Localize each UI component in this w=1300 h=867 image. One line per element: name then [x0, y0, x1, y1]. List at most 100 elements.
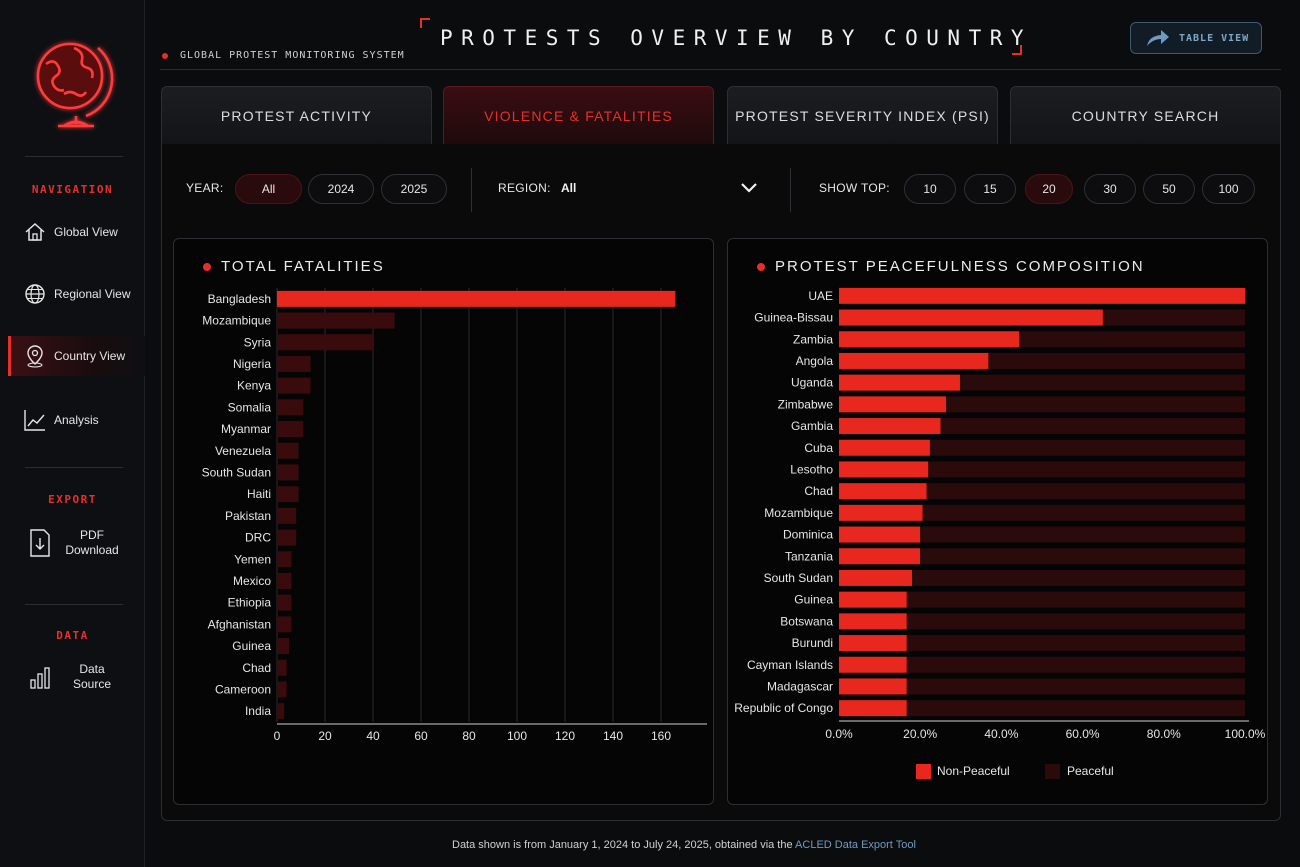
title-corner-decoration: [420, 18, 430, 28]
globe-logo-icon: [28, 24, 120, 134]
share-arrow-icon: [1147, 30, 1169, 46]
acled-link[interactable]: ACLED Data Export Tool: [795, 839, 916, 851]
region-filter-label: REGION:: [498, 181, 551, 195]
x-tick-label: 100.0%: [1225, 727, 1266, 741]
category-label: Venezuela: [215, 444, 271, 458]
tab-violence-fatalities[interactable]: VIOLENCE & FATALITIES: [443, 86, 714, 144]
category-label: Bangladesh: [208, 292, 271, 306]
show-top-option-30[interactable]: 30: [1084, 174, 1136, 204]
fatalities-bar: [277, 312, 395, 329]
non-peaceful-bar: [839, 287, 1245, 304]
export-heading: EXPORT: [48, 493, 97, 506]
peaceful-bar: [906, 591, 1245, 608]
fatalities-bar: [277, 507, 297, 524]
filter-divider: [471, 168, 472, 212]
non-peaceful-bar: [839, 569, 913, 586]
peacefulness-stacked-chart: UAE Guinea-Bissau Zambia Angola Uganda Zimbab…: [734, 287, 1266, 779]
category-label: Chad: [804, 484, 833, 498]
home-icon: [25, 222, 45, 241]
fatalities-bar: [277, 594, 292, 611]
peaceful-bar: [1102, 309, 1245, 326]
non-peaceful-bar: [839, 635, 907, 652]
year-option-2024[interactable]: 2024: [308, 174, 374, 204]
nav-item-label: Country View: [54, 349, 126, 363]
peaceful-bar: [959, 374, 1245, 391]
status-dot-icon: [162, 52, 168, 59]
peaceful-bar: [922, 504, 1245, 521]
category-label: Madagascar: [767, 679, 833, 693]
category-label: South Sudan: [764, 571, 833, 585]
show-top-option-50[interactable]: 50: [1143, 174, 1195, 204]
show-top-option-10[interactable]: 10: [904, 174, 956, 204]
peaceful-bar: [920, 548, 1245, 565]
non-peaceful-bar: [839, 591, 907, 608]
show-top-option-20[interactable]: 20: [1025, 174, 1073, 204]
peaceful-bar: [926, 483, 1245, 500]
fatalities-bar: [277, 616, 292, 633]
pdf-download-button[interactable]: PDF Download: [0, 528, 145, 558]
nav-item-country-view[interactable]: Country View: [8, 336, 145, 376]
fatalities-bar: [277, 377, 311, 394]
sidebar-divider: [25, 467, 123, 468]
fatalities-bar: [277, 355, 311, 372]
nav-item-regional-view[interactable]: Regional View: [8, 274, 145, 314]
fatalities-bar: [277, 399, 304, 416]
tab-protest-activity[interactable]: PROTEST ACTIVITY: [161, 86, 432, 144]
tab-country-search[interactable]: COUNTRY SEARCH: [1010, 86, 1281, 144]
category-label: Kenya: [237, 379, 271, 393]
category-label: South Sudan: [202, 465, 271, 479]
peaceful-bar: [906, 678, 1245, 695]
category-label: Yemen: [234, 552, 271, 566]
category-label: Dominica: [783, 528, 833, 542]
legend-label-non-peaceful: Non-Peaceful: [937, 764, 1010, 778]
peaceful-bar: [906, 700, 1245, 717]
fatalities-chart-panel: [173, 238, 714, 805]
nav-item-label: Global View: [54, 225, 118, 239]
non-peaceful-bar: [839, 483, 927, 500]
peaceful-bar: [988, 352, 1245, 369]
region-select[interactable]: All: [555, 172, 765, 204]
non-peaceful-bar: [839, 439, 930, 456]
peaceful-bar: [906, 635, 1245, 652]
year-option-2025[interactable]: 2025: [381, 174, 447, 204]
x-tick-label: 100: [507, 729, 527, 743]
fatalities-bar: [277, 638, 289, 655]
peaceful-bar: [906, 613, 1245, 630]
nav-item-analysis[interactable]: Analysis: [8, 400, 145, 440]
peaceful-bar: [906, 656, 1245, 673]
legend-swatch-non-peaceful: [916, 764, 931, 779]
x-tick-label: 140: [603, 729, 623, 743]
nav-item-label: Analysis: [54, 413, 99, 427]
year-filter-label: YEAR:: [186, 181, 224, 195]
peacefulness-chart-title: PROTEST PEACEFULNESS COMPOSITION: [757, 258, 1145, 275]
x-tick-label: 0: [274, 729, 281, 743]
non-peaceful-bar: [839, 396, 947, 413]
category-label: Cameroon: [215, 682, 271, 696]
peaceful-bar: [912, 569, 1245, 586]
data-source-button[interactable]: Data Source: [0, 662, 145, 692]
header-divider: [160, 69, 1281, 70]
chevron-down-icon: [741, 183, 757, 193]
page-title: PROTESTS OVERVIEW BY COUNTRY: [440, 26, 1033, 50]
non-peaceful-bar: [839, 374, 960, 391]
category-label: Pakistan: [225, 509, 271, 523]
nav-item-global-view[interactable]: Global View: [8, 212, 145, 252]
x-tick-label: 20.0%: [903, 727, 937, 741]
category-label: Nigeria: [233, 357, 271, 371]
non-peaceful-bar: [839, 418, 941, 435]
category-label: Zimbabwe: [778, 397, 834, 411]
globe-icon: [25, 284, 45, 304]
non-peaceful-bar: [839, 548, 921, 565]
x-tick-label: 40: [366, 729, 380, 743]
category-label: DRC: [245, 531, 271, 545]
table-view-button[interactable]: TABLE VIEW: [1130, 22, 1262, 54]
non-peaceful-bar: [839, 309, 1103, 326]
fatalities-bar: [277, 572, 292, 589]
non-peaceful-bar: [839, 526, 921, 543]
category-label: Haiti: [247, 487, 271, 501]
show-top-option-100[interactable]: 100: [1202, 174, 1255, 204]
show-top-option-15[interactable]: 15: [964, 174, 1016, 204]
year-option-all[interactable]: All: [235, 174, 302, 204]
tab-protest-severity-index[interactable]: PROTEST SEVERITY INDEX (PSI): [727, 86, 998, 144]
map-pin-icon: [27, 345, 43, 368]
